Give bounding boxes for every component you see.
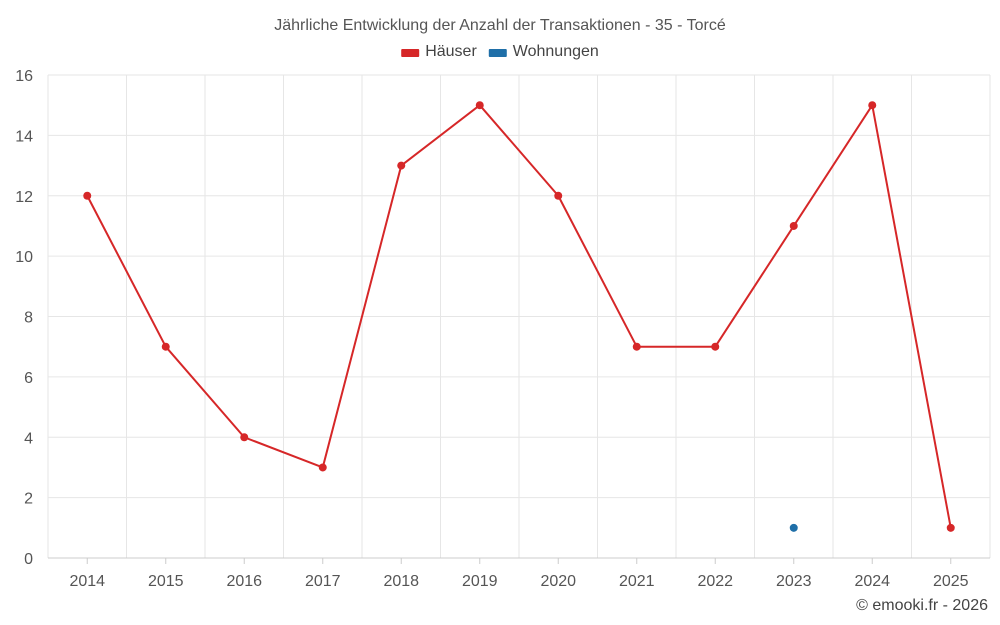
series [83, 101, 955, 532]
data-point[interactable] [868, 101, 877, 110]
y-tick-label: 12 [15, 189, 33, 206]
series-1 [789, 523, 798, 532]
legend-item[interactable]: Wohnungen [488, 43, 599, 60]
series-0 [83, 101, 955, 532]
legend-item[interactable]: Häuser [401, 43, 477, 60]
data-point[interactable] [397, 161, 406, 170]
y-tick-label: 16 [15, 68, 33, 85]
y-tick-label: 4 [24, 430, 33, 447]
x-tick-label: 2015 [148, 573, 184, 590]
chart-title: Jährliche Entwicklung der Anzahl der Tra… [274, 17, 726, 34]
x-tick-label: 2023 [776, 573, 812, 590]
y-tick-label: 10 [15, 249, 33, 266]
axes: 0 2 4 6 8 10 12 14 16 2014 2015 2016 2017 2018 2019 202… [15, 68, 990, 590]
data-point[interactable] [711, 342, 720, 351]
data-point[interactable] [83, 191, 92, 200]
x-tick-label: 2022 [697, 573, 733, 590]
x-tick-label: 2025 [933, 573, 969, 590]
data-point[interactable] [632, 342, 641, 351]
x-tick-label: 2021 [619, 573, 655, 590]
x-tick-label: 2014 [69, 573, 105, 590]
data-point[interactable] [475, 101, 484, 110]
x-tick-label: 2020 [540, 573, 576, 590]
y-tick-label: 0 [24, 551, 33, 568]
y-tick-label: 8 [24, 310, 33, 327]
legend-label: Häuser [425, 43, 477, 60]
data-point[interactable] [789, 221, 798, 230]
data-point[interactable] [789, 523, 798, 532]
data-point[interactable] [240, 433, 249, 442]
y-tick-label: 6 [24, 370, 33, 387]
x-tick-label: 2016 [226, 573, 262, 590]
x-tick-label: 2018 [383, 573, 419, 590]
legend-swatch [401, 49, 420, 57]
credit-text: © emooki.fr - 2026 [856, 597, 988, 614]
grid-lines [47, 74, 991, 558]
y-tick-label: 2 [24, 491, 33, 508]
data-point[interactable] [554, 191, 563, 200]
legend-swatch [488, 49, 507, 57]
legend: Häuser Wohnungen [401, 43, 599, 60]
x-tick-label: 2019 [462, 573, 498, 590]
data-point[interactable] [161, 342, 170, 351]
legend-label: Wohnungen [513, 43, 599, 60]
x-tick-label: 2024 [854, 573, 890, 590]
data-point[interactable] [946, 523, 955, 532]
y-tick-label: 14 [15, 128, 33, 145]
series-line [86, 104, 952, 528]
x-tick-label: 2017 [305, 573, 341, 590]
data-point[interactable] [318, 463, 327, 472]
